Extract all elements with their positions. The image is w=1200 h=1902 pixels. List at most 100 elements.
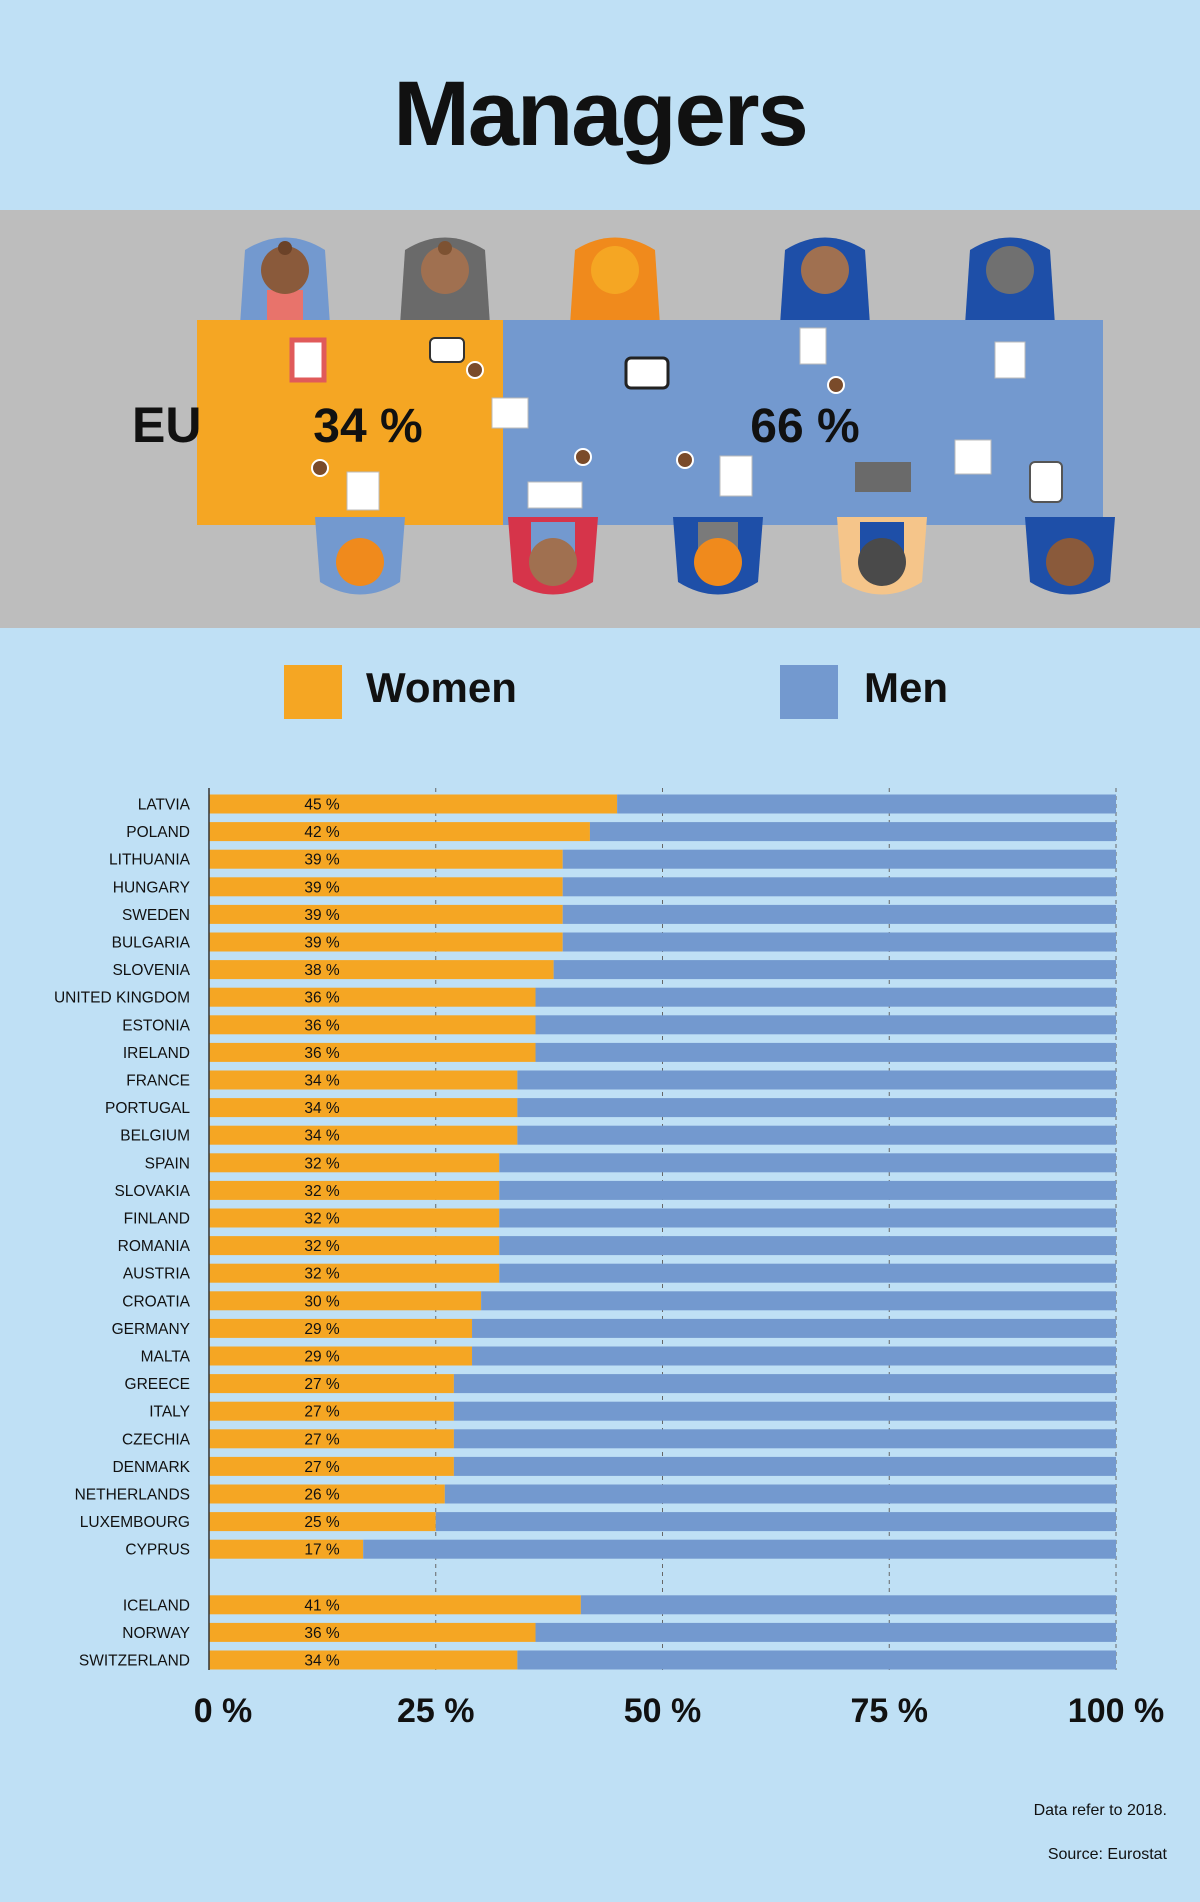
bar-women [209,1595,581,1615]
category-label: ROMANIA [118,1238,191,1255]
category-label: LITHUANIA [109,852,191,869]
data-label: 34 % [304,1128,340,1145]
category-label: POLAND [126,824,190,841]
bar-women [209,877,563,897]
data-label: 32 % [304,1266,340,1283]
category-label: SLOVAKIA [114,1183,190,1200]
bar-men [444,1484,1116,1504]
bar-men [499,1153,1116,1173]
legend-women-label: Women [366,664,517,711]
category-label: AUSTRIA [123,1266,191,1283]
bar-men [499,1236,1116,1256]
footnote-note: Data refer to 2018. [1033,1802,1167,1819]
category-label: LATVIA [138,797,191,814]
category-label: CZECHIA [122,1431,191,1448]
data-label: 34 % [304,1073,340,1090]
data-label: 29 % [304,1349,340,1366]
bar-men [453,1401,1116,1421]
bar-women [209,1539,364,1559]
data-label: 38 % [304,962,340,979]
data-label: 25 % [304,1514,340,1531]
bar-men [517,1125,1116,1145]
category-label: CROATIA [122,1293,190,1310]
category-label: SPAIN [145,1155,190,1172]
data-label: 39 % [304,935,340,952]
bar-women [209,1429,454,1449]
people-top-icon [240,237,1055,330]
bar-women [209,1208,500,1228]
x-tick-label: 75 % [851,1692,929,1730]
category-label: SLOVENIA [112,962,190,979]
category-label: MALTA [141,1349,191,1366]
data-label: 32 % [304,1183,340,1200]
bar-men [499,1180,1116,1200]
category-label: ICELAND [123,1597,190,1614]
eu-label: EU [132,397,201,453]
bar-women [209,1484,445,1504]
bar-men [535,1622,1116,1642]
data-label: 39 % [304,852,340,869]
bar-men [617,794,1116,814]
bar-men [562,849,1116,869]
bar-men [517,1650,1116,1670]
category-label: SWEDEN [122,907,190,924]
category-label: CYPRUS [125,1542,190,1559]
data-label: 39 % [304,907,340,924]
data-label: 27 % [304,1459,340,1476]
bar-men [535,1042,1116,1062]
bar-women [209,1015,536,1035]
bar-men [517,1098,1116,1118]
data-label: 17 % [304,1542,340,1559]
bar-women [209,849,563,869]
bar-men [535,1015,1116,1035]
x-tick-label: 100 % [1068,1692,1164,1730]
eu-men-label: 66 % [750,400,859,453]
bar-women [209,1125,518,1145]
legend-men-swatch [780,665,838,719]
bar-women [209,1098,518,1118]
data-label: 36 % [304,1045,340,1062]
data-label: 36 % [304,1625,340,1642]
bar-men [481,1291,1117,1311]
bar-men [453,1456,1116,1476]
category-label: GERMANY [112,1321,190,1338]
table-items-icon [289,327,1063,511]
bar-women [209,1456,454,1476]
bar-women [209,794,618,814]
data-label: 45 % [304,797,340,814]
data-label: 32 % [304,1238,340,1255]
bar-men [535,987,1116,1007]
eu-women-label: 34 % [313,400,422,453]
data-label: 30 % [304,1293,340,1310]
category-label: BELGIUM [120,1128,190,1145]
category-label: BULGARIA [112,935,191,952]
bar-men [499,1208,1116,1228]
category-label: DENMARK [112,1459,190,1476]
bar-women [209,932,563,952]
bar-men [472,1318,1116,1338]
data-label: 42 % [304,824,340,841]
bar-men [363,1539,1116,1559]
bar-women [209,904,563,924]
bar-women [209,1042,536,1062]
x-tick-label: 25 % [397,1692,475,1730]
data-label: 26 % [304,1487,340,1504]
category-label: GREECE [125,1376,190,1393]
meeting-table-illustration: EU 34 % 66 % [132,237,1115,595]
category-label: LUXEMBOURG [80,1514,190,1531]
page-title: Managers [393,63,809,165]
bar-men [553,960,1116,980]
managers-bar-chart: LATVIA 45 % POLAND 42 % LITHUANIA 39 % HUNGARY… [54,788,1164,1730]
bar-women [209,1374,454,1394]
bar-women [209,1153,500,1173]
data-label: 34 % [304,1653,340,1670]
chart-bars [209,794,1117,1670]
bar-women [209,1401,454,1421]
category-label: FINLAND [124,1211,190,1228]
bar-women [209,822,590,842]
bar-men [499,1263,1116,1283]
category-label: ITALY [149,1404,190,1421]
bar-women [209,1512,436,1532]
bar-men [562,932,1116,952]
bar-men [453,1429,1116,1449]
